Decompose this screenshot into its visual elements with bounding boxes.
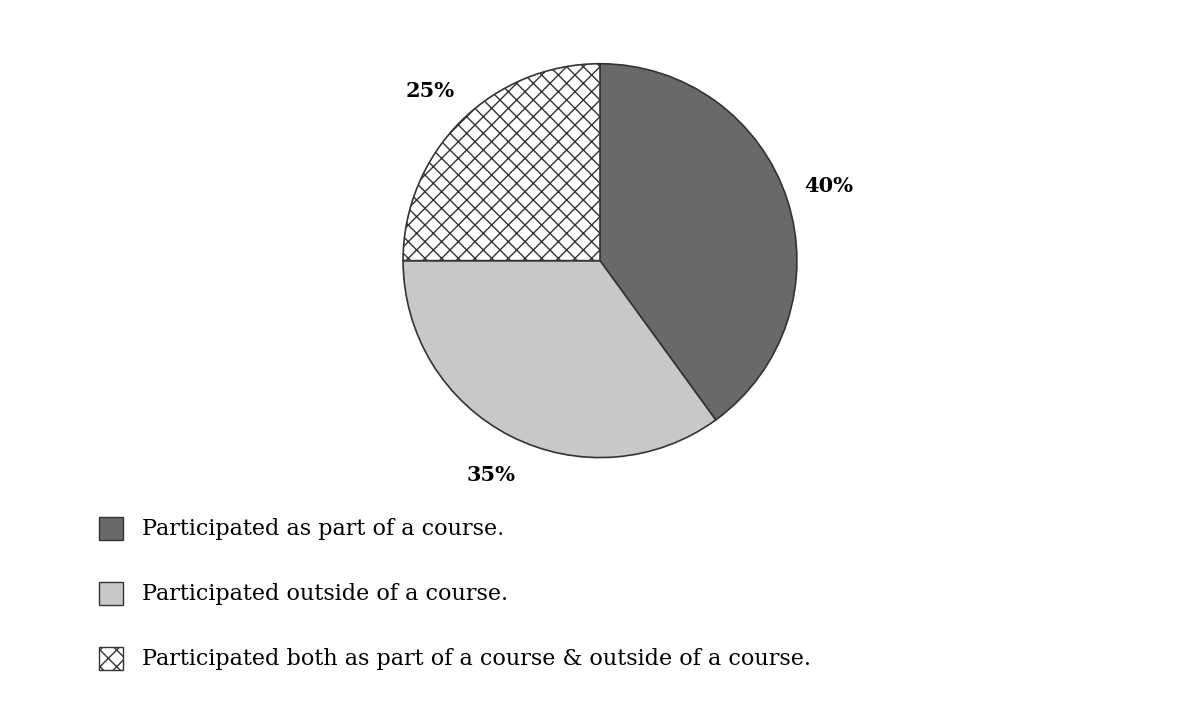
Text: Participated as part of a course.: Participated as part of a course.	[142, 518, 504, 539]
Text: 40%: 40%	[804, 177, 853, 196]
Text: Participated outside of a course.: Participated outside of a course.	[142, 583, 508, 605]
Bar	[98, 582, 124, 605]
Wedge shape	[600, 64, 797, 420]
Text: 25%: 25%	[406, 81, 455, 101]
Wedge shape	[403, 261, 715, 458]
Text: 35%: 35%	[467, 465, 516, 484]
Bar	[98, 517, 124, 540]
Wedge shape	[403, 64, 600, 261]
Bar	[98, 647, 124, 670]
Text: Participated both as part of a course & outside of a course.: Participated both as part of a course & …	[142, 648, 811, 670]
